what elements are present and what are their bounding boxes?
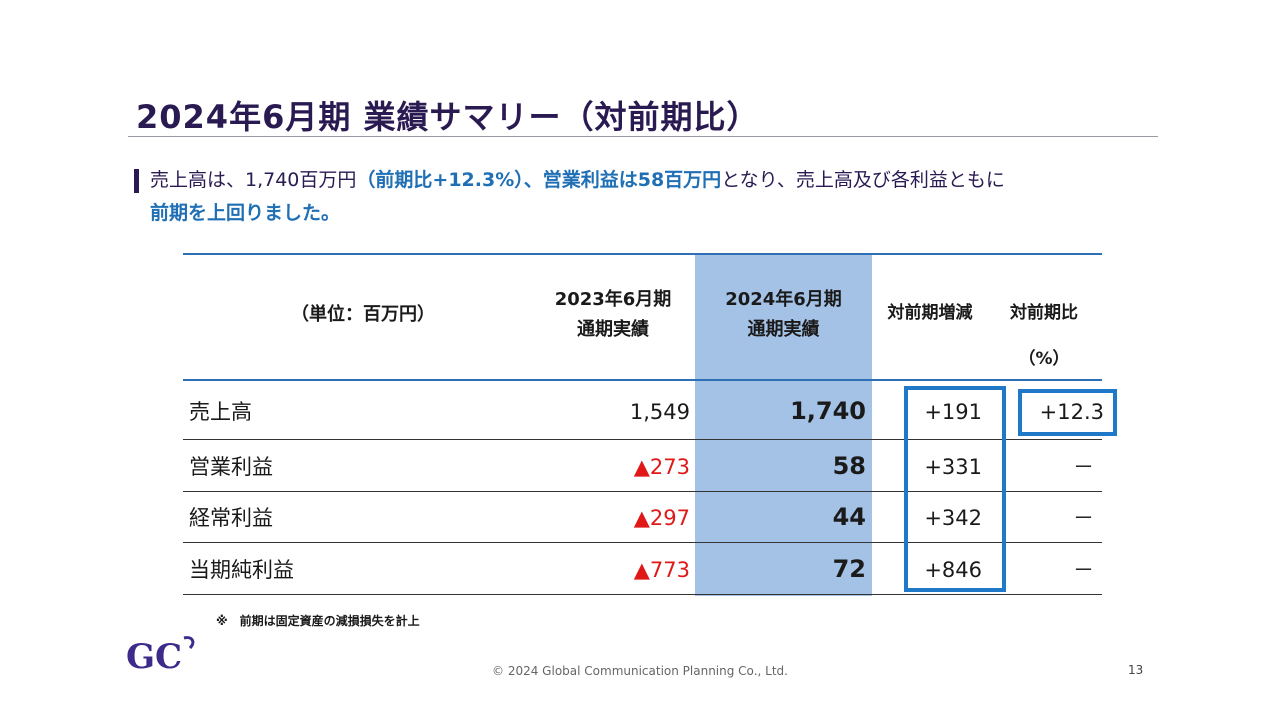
page-title: 2024年6月期 業績サマリー（対前期比） (136, 98, 760, 136)
title-divider (128, 136, 1158, 137)
summary-part-4-highlight: 前期を上回りました。 (150, 202, 341, 224)
row-diff-sales: +191 (924, 400, 982, 424)
logo-text: GC (126, 637, 182, 676)
page-number: 13 (1128, 663, 1144, 677)
row-ratio-operating-income: － (1073, 455, 1094, 479)
diff-header: 対前期増減 (887, 303, 973, 323)
footnote: ※ 前期は固定資産の減損損失を計上 (216, 614, 420, 628)
row-divider (183, 491, 1102, 492)
row-prev-ordinary-income: ▲297 (633, 506, 690, 530)
ratio-emphasis-box (1018, 389, 1117, 436)
row-diff-net-income: +846 (924, 558, 982, 582)
row-label-operating-income: 営業利益 (189, 455, 273, 479)
summary-part-1: 売上高は、1,740百万円 (150, 169, 357, 191)
current-period-highlight (695, 253, 872, 596)
prev-period-header-line1: 2023年6月期 (554, 289, 672, 310)
row-prev-sales: 1,549 (629, 400, 690, 424)
current-period-header-line1: 2024年6月期 (725, 289, 842, 310)
row-ratio-sales: +12.3 (1039, 400, 1104, 424)
row-label-sales: 売上高 (189, 400, 252, 424)
row-ratio-ordinary-income: － (1073, 506, 1094, 530)
summary-part-3: となり、売上高及び各利益ともに (721, 169, 1005, 191)
table-top-rule (183, 253, 1102, 255)
row-label-ordinary-income: 経常利益 (189, 506, 273, 530)
row-cur-ordinary-income: 44 (832, 503, 866, 531)
diff-emphasis-box (904, 386, 1006, 592)
row-divider (183, 439, 1102, 440)
prev-period-header-line2: 通期実績 (577, 319, 649, 340)
results-table: （単位：百万円） 2023年6月期 通期実績 2024年6月期 通期実績 対前期… (183, 253, 1117, 596)
table-header-rule (183, 379, 1102, 381)
row-divider (183, 542, 1102, 543)
company-logo: GC (126, 634, 198, 677)
current-period-header: 2024年6月期 通期実績 (695, 285, 872, 345)
row-cur-sales: 1,740 (790, 397, 866, 425)
row-cur-net-income: 72 (832, 555, 866, 583)
row-diff-operating-income: +331 (924, 455, 982, 479)
row-diff-ordinary-income: +342 (924, 506, 982, 530)
gc-logo-icon: GC (126, 636, 195, 677)
row-label-net-income: 当期純利益 (189, 558, 294, 582)
summary-text: 売上高は、1,740百万円（前期比+12.3%）、営業利益は58百万円となり、売… (150, 164, 1160, 230)
lead-marker (134, 169, 139, 193)
summary-part-2-highlight: （前期比+12.3%）、営業利益は58百万円 (356, 169, 722, 191)
ratio-header: 対前期比 （%） (999, 298, 1089, 374)
row-prev-operating-income: ▲273 (633, 455, 690, 479)
table-bottom-rule (183, 594, 1102, 595)
prev-period-header: 2023年6月期 通期実績 (528, 285, 698, 345)
row-cur-operating-income: 58 (832, 452, 866, 480)
current-period-header-line2: 通期実績 (747, 319, 820, 340)
unit-header: （単位：百万円） (291, 304, 435, 325)
ratio-header-line1: 対前期比 (1010, 303, 1078, 323)
row-prev-net-income: ▲773 (633, 558, 690, 582)
ratio-header-line2: （%） (1018, 349, 1070, 369)
row-ratio-net-income: － (1073, 558, 1094, 582)
copyright: © 2024 Global Communication Planning Co.… (492, 664, 788, 678)
